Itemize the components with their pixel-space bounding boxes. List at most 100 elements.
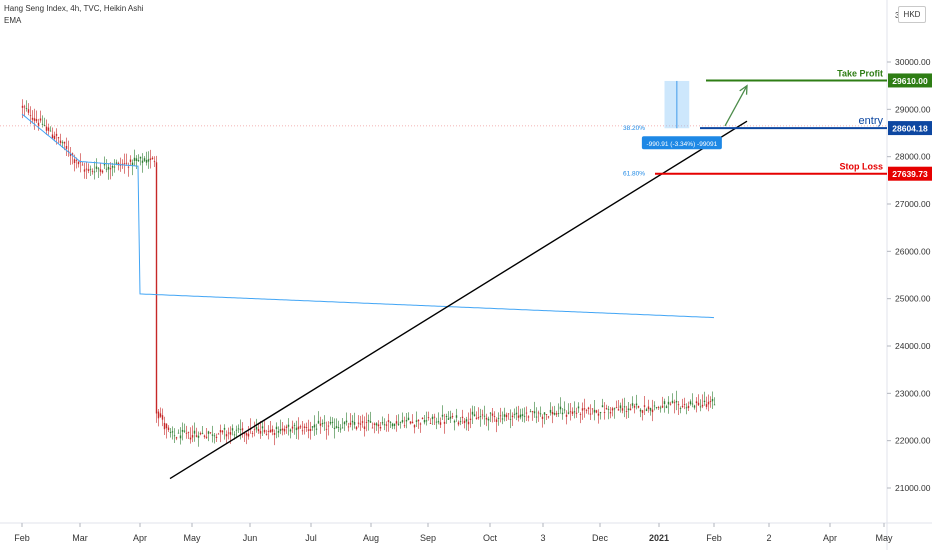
candle-body [571, 411, 574, 414]
candle-body [125, 162, 128, 164]
candle-body [267, 431, 270, 432]
candle-body [253, 429, 256, 431]
candle-body [525, 412, 528, 414]
candle-body [701, 404, 704, 407]
candle-body [415, 420, 418, 422]
candle-body [411, 421, 414, 424]
candle-body [471, 411, 474, 415]
candle-body [495, 419, 498, 422]
candle-body [341, 427, 344, 429]
candle-body [695, 401, 698, 404]
candle-body [433, 416, 436, 418]
y-tick-label: 25000.00 [895, 294, 931, 304]
candle-body [557, 413, 560, 414]
candle-body [379, 426, 382, 429]
candle-body [271, 429, 274, 432]
candle-body [329, 422, 332, 424]
candle-body [611, 408, 614, 411]
candle-body [231, 428, 234, 431]
x-tick-label: Sep [420, 533, 436, 543]
candle-body [593, 409, 596, 413]
candle-body [639, 409, 642, 412]
x-tick-label: Mar [72, 533, 88, 543]
candle-body [355, 426, 358, 430]
candle-body [199, 433, 202, 435]
candle-body [397, 423, 400, 425]
candle-body [691, 403, 694, 405]
candle-body [367, 419, 370, 422]
candle-body [229, 432, 232, 435]
x-tick-label: Dec [592, 533, 609, 543]
candle-body [31, 117, 34, 120]
candle-body [193, 430, 196, 434]
candle-body [431, 416, 434, 420]
candle-body [463, 420, 466, 424]
candle-body [473, 414, 476, 417]
x-tick-label: Aug [363, 533, 379, 543]
candle-body [129, 159, 132, 162]
candle-body [477, 417, 480, 419]
measure-label-box [641, 136, 722, 150]
candle-body [449, 416, 452, 419]
candle-body [273, 432, 276, 435]
candle-body [93, 171, 96, 173]
candle-body [47, 127, 50, 131]
candle-body [181, 429, 184, 432]
candle-body [523, 415, 526, 417]
candle-body [591, 408, 594, 410]
x-tick-label: Jul [305, 533, 317, 543]
price-tag [888, 166, 932, 181]
candle-body [257, 428, 260, 432]
candle-body [515, 412, 518, 415]
x-tick-label: 2 [766, 533, 771, 543]
fib-label: 61.80% [623, 171, 645, 178]
candle-body [161, 415, 164, 420]
ema-line [21, 113, 715, 319]
candle-body [315, 428, 318, 430]
candle-body [57, 137, 60, 139]
candle-body [183, 430, 186, 432]
candle-body [239, 428, 242, 430]
candle-body [319, 423, 322, 426]
candle-body [71, 153, 74, 155]
candle-body [461, 416, 464, 418]
candle-body [551, 411, 554, 415]
candle-body [165, 423, 168, 429]
candle-body [385, 424, 388, 426]
candle-body [65, 146, 68, 149]
candle-body [585, 409, 588, 411]
y-tick-label: 30000.00 [895, 57, 931, 67]
candle-body [215, 436, 218, 439]
candle-body [227, 432, 230, 434]
candle-body [105, 168, 108, 170]
y-tick-label: 23000.00 [895, 388, 931, 398]
candle-body [23, 106, 26, 108]
candle-body [221, 430, 224, 433]
candle-body [467, 421, 470, 425]
candle-body [357, 422, 360, 424]
candle-body [169, 432, 172, 433]
candle-body [185, 432, 188, 434]
candle-body [375, 423, 378, 426]
candle-body [219, 430, 222, 433]
currency-button[interactable]: HKD [898, 6, 926, 23]
candle-body [399, 421, 402, 423]
chart-title: Hang Seng Index, 4h, TVC, Heikin Ashi [4, 4, 144, 13]
candle-body [653, 405, 656, 407]
candle-body [425, 420, 428, 422]
candle-body [237, 428, 240, 430]
candle-body [609, 412, 612, 414]
candle-body [657, 407, 660, 408]
candle-body [387, 420, 390, 422]
x-tick-label: Jun [243, 533, 258, 543]
candle-body [377, 424, 380, 427]
candle-body [711, 398, 714, 402]
candle-body [321, 423, 324, 425]
candle-body [135, 158, 138, 161]
candle-body [575, 412, 578, 414]
candle-body [497, 417, 500, 419]
x-tick-label: Apr [823, 533, 837, 543]
candle-body [269, 429, 272, 433]
candle-body [353, 421, 356, 425]
